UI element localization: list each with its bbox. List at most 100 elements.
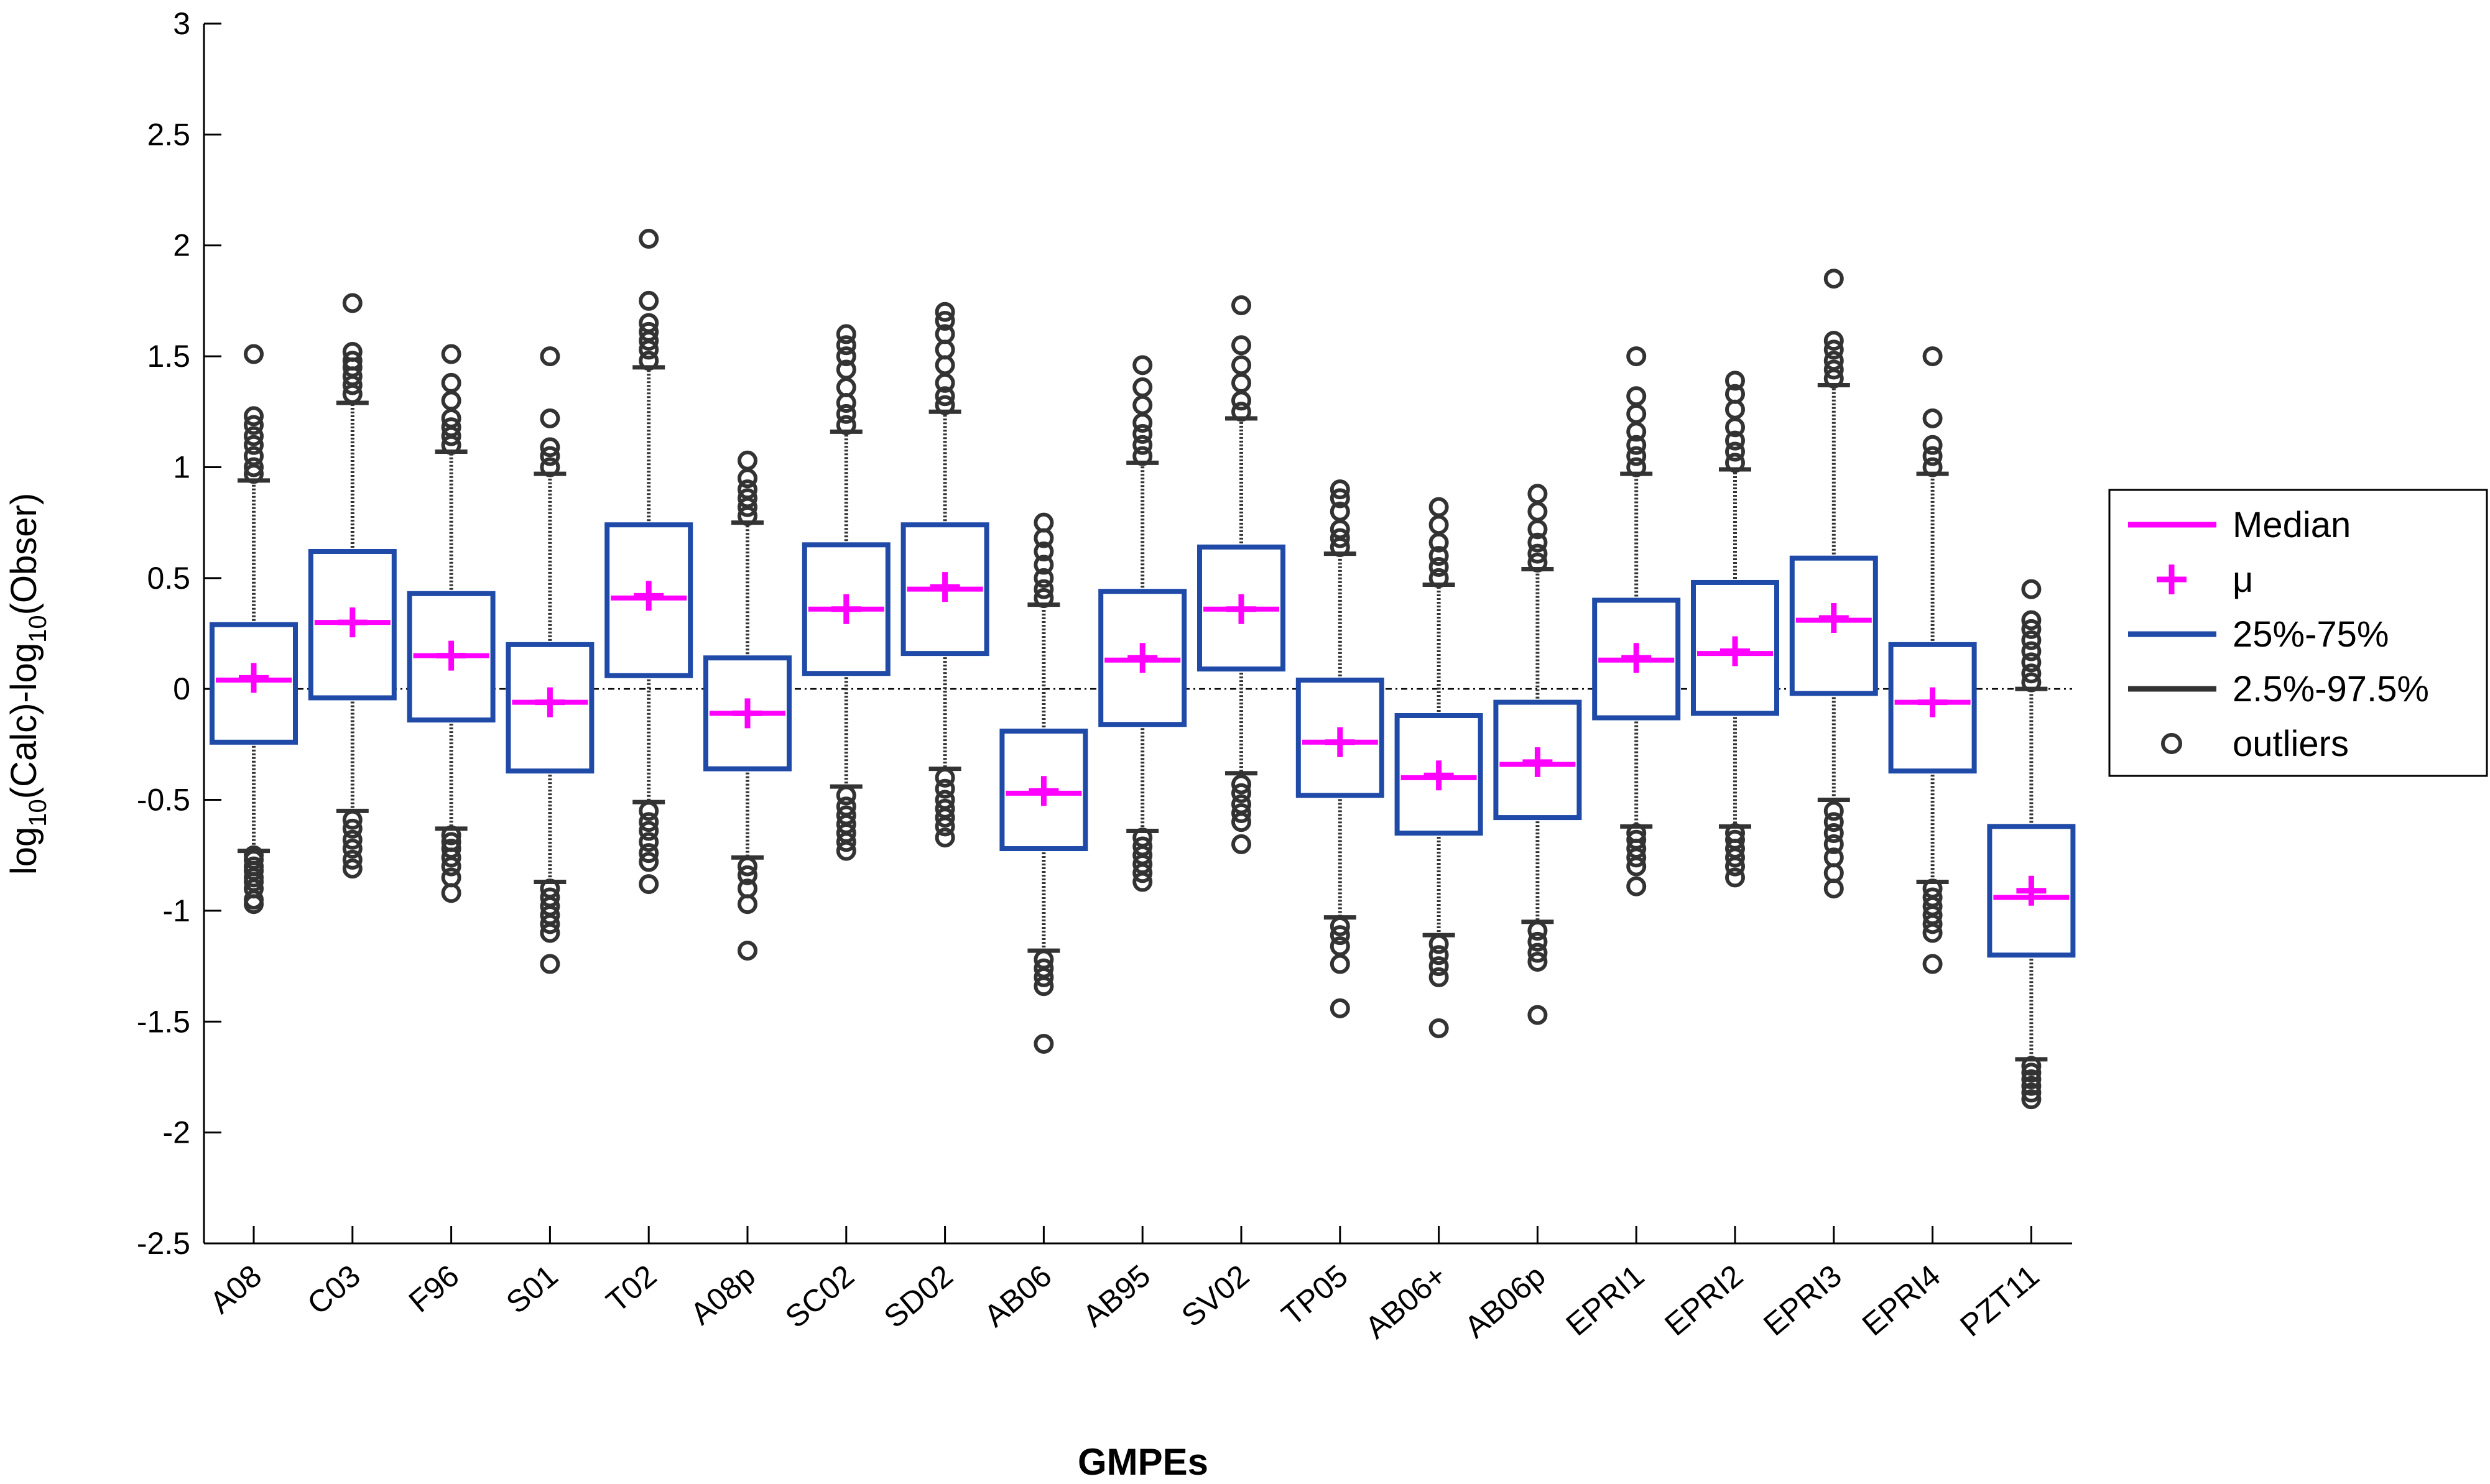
outlier-point [1626,403,1647,424]
iqr-box [1691,579,1779,716]
outlier-point [1428,1018,1449,1038]
outlier-point [540,887,560,908]
outlier-point [1428,956,1449,977]
outlier-point [1034,512,1054,533]
outlier-point [244,457,264,477]
outlier-point [836,785,856,806]
mean-marker [1029,776,1059,806]
outlier-point [1231,402,1251,422]
outlier-point [1922,887,1943,908]
mean-marker [733,698,762,729]
outlier-point [935,302,955,322]
mean-marker [831,594,861,624]
box-group: AB06+ [1359,497,1483,1345]
outlier-point [441,372,461,393]
y-tick-label: -0.5 [137,783,190,818]
box-group: A08 [203,344,298,1320]
outlier-point [2021,1082,2042,1103]
outlier-point [738,479,757,500]
legend-entry: Median [2128,505,2351,545]
mean-marker [1423,760,1454,791]
outlier-point [1428,945,1449,966]
outlier-point [935,311,955,331]
legend-label: outliers [2233,724,2349,764]
outlier-point [836,324,856,344]
legend-swatch [2161,733,2182,754]
y-tick-label: -1 [163,893,190,928]
box-group: C03 [301,293,397,1321]
x-tick-label: S01 [499,1258,564,1320]
outlier-point [1527,552,1548,573]
outlier-point [1626,346,1647,367]
outlier-point [1823,339,1844,360]
legend-swatch [2157,565,2187,594]
outlier-point [441,390,461,411]
x-tick-label: EPRI1 [1560,1258,1651,1343]
outlier-point [244,845,264,865]
mean-marker [2016,875,2047,906]
outlier-point [2021,610,2042,630]
outlier-point [1922,954,1943,974]
mean-marker [1720,636,1750,666]
box-group: TP05 [1275,479,1384,1332]
outlier-point [1330,528,1350,548]
outlier-point [639,832,659,852]
outlier-point [1823,351,1844,371]
legend-entry: 25%-75% [2128,614,2389,655]
outlier-point [1034,542,1054,562]
outlier-point [1132,435,1153,455]
outlier-point [1922,878,1943,899]
y-tick-label: -1.5 [137,1004,190,1039]
iqr-box [1295,677,1384,798]
outlier-point [1823,847,1844,868]
outlier-point [1231,372,1251,393]
outlier-point [1725,829,1745,850]
legend-entry: outliers [2161,724,2349,764]
outlier-point [1823,801,1844,821]
outlier-point [2021,1062,2042,1083]
outlier-point [639,874,659,895]
x-tick-label: EPRI4 [1856,1258,1947,1343]
outlier-point [1132,395,1153,415]
outlier-point [1626,829,1647,850]
outlier-point [244,344,264,364]
outlier-point [935,386,955,407]
x-tick-label: A08 [203,1258,268,1320]
outlier-point [1725,430,1745,451]
outlier-point [1527,501,1548,522]
mean-marker [436,640,466,671]
outlier-point [1428,497,1449,517]
outlier-point [1132,423,1153,444]
y-axis-title: log10(Calc)-log10(Obser) [4,493,52,875]
legend-label: μ [2233,560,2253,600]
outlier-point [738,878,757,899]
outlier-point [1527,921,1548,941]
legend-entry: 2.5%-97.5% [2128,669,2429,709]
outlier-point [540,408,560,428]
x-tick-label: SV02 [1175,1258,1256,1334]
box-group: A08p [684,450,792,1331]
x-tick-label: SC02 [779,1258,861,1335]
outlier-point [1823,812,1844,832]
outlier-point [342,293,363,313]
outlier-point [1823,359,1844,380]
outlier-point [738,488,757,509]
outlier-point [639,843,659,864]
outlier-point [1823,269,1844,289]
outlier-point [1428,568,1449,588]
outlier-point [2021,619,2042,639]
outlier-point [639,290,659,311]
outlier-point [1527,1005,1548,1025]
x-tick-label: AB95 [1076,1258,1157,1334]
legend-label: Median [2233,505,2351,545]
outlier-point [1725,384,1745,404]
outlier-point [1725,453,1745,473]
x-tick-label: F96 [402,1258,466,1319]
plot-area: -2.5 -2 -1.5 -1 -0.5 0 0.5 1 1.5 2 2.5 3 A08 C03 F96 S0… [137,6,2076,1345]
mean-marker [1325,727,1355,757]
x-tick-label: EPRI3 [1757,1258,1848,1343]
x-axis-title: GMPEs [1078,1441,1208,1483]
outlier-point [342,849,363,870]
outlier-point [639,821,659,841]
